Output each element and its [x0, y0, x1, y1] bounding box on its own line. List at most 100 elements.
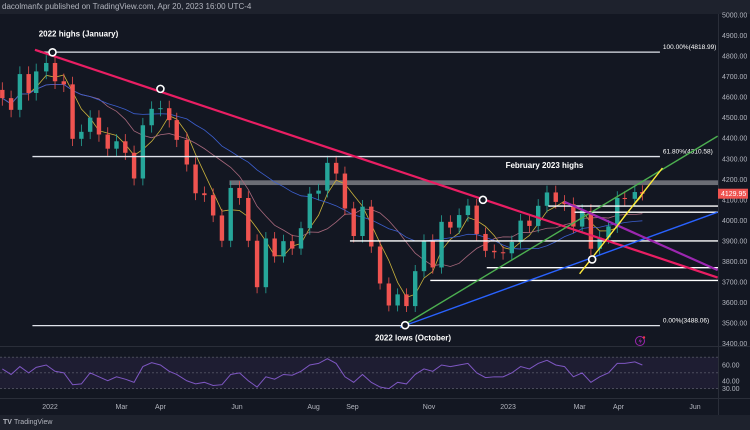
candle-body: [316, 190, 321, 194]
candle-body: [360, 206, 365, 237]
candle-body: [351, 208, 356, 237]
price-axis-tick: 3900.00: [722, 238, 747, 245]
candle-body: [553, 192, 558, 202]
candle-body: [404, 294, 409, 307]
candle-body: [483, 233, 488, 251]
time-axis-tick: Jun: [231, 404, 242, 411]
candle-body: [290, 241, 295, 249]
candle-body: [622, 198, 627, 200]
candle-body: [193, 164, 198, 194]
swing-point-marker: [48, 48, 57, 57]
candle-body: [17, 74, 23, 110]
rsi-line: [2, 358, 643, 390]
swing-point-marker: [478, 195, 488, 205]
candle-body: [158, 108, 163, 110]
candle-body: [167, 108, 172, 121]
main-pane: [0, 14, 718, 346]
fib-level-label: 0.00%(3488.06): [663, 318, 709, 325]
price-axis-tick: 4500.00: [722, 115, 747, 122]
candle-body: [597, 237, 602, 249]
candle-body: [325, 162, 330, 191]
brand-label[interactable]: TradingView: [13, 419, 53, 426]
price-axis-tick: 5000.00: [722, 12, 747, 19]
candle-body: [105, 134, 110, 149]
candle-body: [492, 250, 497, 253]
candle-body: [0, 89, 5, 99]
candle-body: [246, 198, 251, 241]
ma-slow-line: [2, 83, 643, 250]
last-price-label: 4129.95: [721, 191, 746, 198]
candle-body: [26, 74, 31, 93]
fib-level-label: 100.00%(4818.99): [663, 44, 717, 51]
notification-dot: [642, 336, 646, 339]
candle-body: [395, 294, 400, 306]
candle-body: [33, 71, 39, 93]
candle-body: [281, 241, 286, 257]
candle-body: [571, 204, 576, 227]
candle-body: [79, 131, 84, 139]
chart-annotation: 2022 lows (October): [375, 334, 451, 343]
time-axis-tick: Apr: [613, 404, 625, 411]
ma-mid-line: [2, 83, 643, 267]
candle-body: [448, 221, 453, 228]
rsi-band: [0, 357, 718, 389]
candle-body: [70, 84, 75, 139]
candle-body: [61, 81, 67, 85]
candle-body: [535, 205, 541, 226]
chart-annotation: February 2023 highs: [506, 161, 584, 170]
fib-level-label: 61.80%(4310.58): [663, 149, 713, 156]
time-axis-tick: 2023: [500, 404, 516, 411]
price-axis-tick: 3500.00: [722, 321, 747, 328]
candle-body: [140, 125, 146, 179]
price-axis-tick: 4300.00: [722, 156, 747, 163]
candle-body: [272, 238, 277, 257]
price-axis-tick: 4900.00: [722, 33, 747, 40]
blue-trendline: [399, 211, 718, 328]
candle-body: [174, 120, 179, 140]
price-axis-tick: 3800.00: [722, 259, 747, 266]
candle-body: [500, 252, 506, 254]
last-price-tag: [718, 188, 748, 199]
red-trendline: [34, 48, 719, 279]
candle-body: [210, 195, 216, 216]
time-axis-tick: Sep: [346, 404, 359, 411]
candle-body: [263, 238, 269, 288]
candle-body: [421, 240, 427, 272]
candle-body: [131, 152, 137, 179]
candle-body: [527, 220, 532, 226]
price-axis-tick: 4700.00: [722, 74, 747, 81]
price-axis-tick: 4200.00: [722, 177, 747, 184]
price-axis-tick: 3400.00: [722, 341, 747, 348]
candle-body: [439, 221, 444, 268]
time-axis-tick: Mar: [574, 404, 587, 411]
price-axis-tick: 4400.00: [722, 136, 747, 143]
purple-trendline: [564, 200, 719, 272]
candle-body: [413, 271, 418, 307]
candle-body: [219, 215, 225, 241]
swing-point-marker: [587, 255, 597, 264]
candle-body: [588, 210, 594, 249]
candle-body: [579, 210, 585, 227]
swing-point-marker: [400, 320, 410, 330]
candle-body: [114, 141, 119, 149]
candle-body: [202, 193, 207, 196]
candle-body: [87, 117, 93, 132]
candle-body: [369, 206, 374, 247]
rsi-axis-tick: 30.00: [722, 386, 740, 393]
candle-body: [298, 228, 304, 249]
candle-body: [430, 240, 435, 268]
candle-body: [632, 192, 638, 199]
candle-body: [8, 98, 14, 110]
price-axis-tick: 3700.00: [722, 280, 747, 287]
publish-attribution: dacolmanfx published on TradingView.com,…: [0, 0, 750, 14]
candle-body: [544, 192, 550, 206]
candle-body: [123, 141, 128, 153]
resistance-band: [229, 180, 718, 186]
rsi-axis-tick: 60.00: [722, 363, 740, 370]
candle-body: [44, 62, 49, 72]
candle-body: [509, 241, 515, 254]
candle-body: [377, 246, 383, 284]
price-axis-tick: 4100.00: [722, 197, 747, 204]
price-axis-tick: 4000.00: [722, 218, 747, 225]
